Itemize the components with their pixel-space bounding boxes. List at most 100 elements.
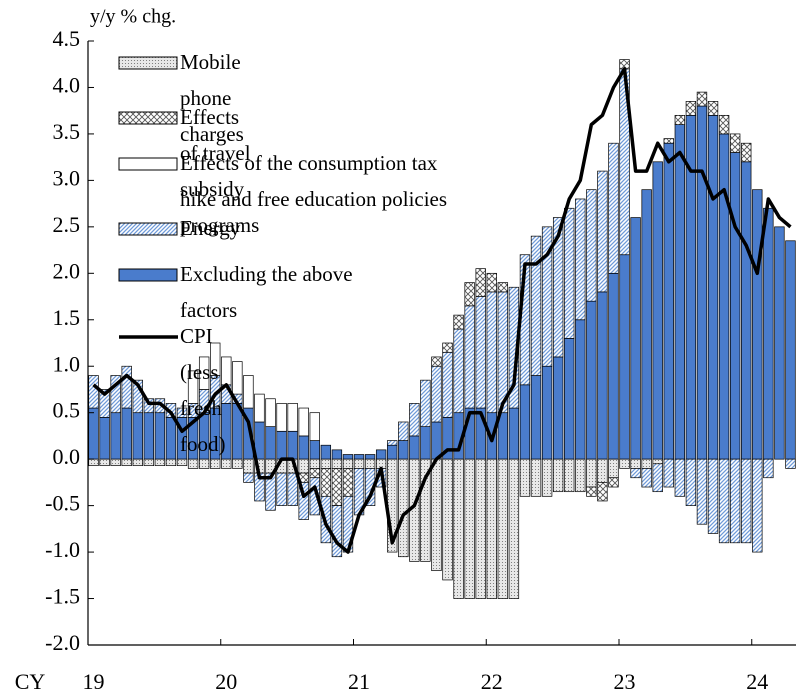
- bar-segment: [342, 468, 354, 497]
- bar-segment: [99, 458, 110, 467]
- bar-segment: [364, 458, 376, 469]
- cpi-line: [92, 67, 792, 554]
- bar-segment: [387, 440, 398, 446]
- bar-segment: [575, 458, 586, 493]
- bar-segment: [475, 296, 486, 409]
- bar-segment: [431, 365, 442, 423]
- bar-segment: [519, 384, 531, 460]
- bar-segment: [619, 458, 630, 469]
- bar-segment: [88, 407, 99, 460]
- bar-segment: [663, 142, 674, 460]
- bar-segment: [254, 393, 265, 423]
- bar-segment: [696, 91, 708, 107]
- bar-segment: [176, 458, 188, 467]
- bar-segment: [121, 365, 132, 409]
- legend-swatch: [118, 56, 178, 70]
- bar-segment: [608, 272, 619, 460]
- bar-segment: [364, 454, 376, 460]
- bar-segment: [265, 398, 276, 427]
- legend-label: CPI (less fresh food): [180, 324, 226, 456]
- bar-segment: [718, 133, 730, 460]
- bar-segment: [597, 170, 608, 293]
- bar-segment: [176, 407, 188, 418]
- legend-label: Excluding the above factors: [180, 262, 353, 322]
- bar-segment: [88, 458, 99, 467]
- bar-segment: [287, 472, 298, 506]
- bar-segment: [718, 114, 730, 135]
- x-tick-label: 20: [215, 669, 237, 694]
- y-tick-label: 4.5: [53, 26, 81, 51]
- bar-segment: [464, 458, 475, 599]
- bar-segment: [541, 458, 553, 497]
- bar-segment: [342, 458, 354, 469]
- y-tick-label: -1.0: [45, 537, 80, 562]
- swatch: [118, 268, 178, 282]
- bar-segment: [497, 282, 509, 293]
- bar-segment: [707, 101, 719, 116]
- bar-segment: [597, 482, 608, 502]
- legend-swatch: [118, 157, 178, 171]
- bar-segment: [353, 458, 365, 469]
- legend-item: Effects of the consumption tax hike and …: [118, 145, 540, 217]
- bar-segment: [431, 458, 442, 572]
- y-tick-label: 0.0: [53, 444, 81, 469]
- bar-segment: [785, 240, 796, 460]
- bar-segment: [409, 403, 420, 437]
- bar-segment: [232, 458, 243, 469]
- bar-segment: [99, 389, 110, 418]
- bar-segment: [729, 152, 741, 460]
- bar-segment: [309, 468, 320, 479]
- bar-segment: [696, 105, 708, 460]
- bar-segment: [110, 458, 121, 467]
- bar-segment: [586, 300, 597, 460]
- bar-segment: [375, 449, 387, 460]
- bar-segment: [707, 114, 719, 460]
- y-tick-label: 3.0: [53, 165, 81, 190]
- legend-label: Effects of the consumption tax hike and …: [180, 151, 448, 211]
- bar-segment: [420, 426, 431, 460]
- bar-segment: [763, 458, 774, 479]
- bar-segment: [387, 444, 398, 460]
- bar-segment: [309, 412, 320, 441]
- bar-segment: [298, 482, 309, 520]
- bar-segment: [243, 375, 254, 409]
- bar-segment: [707, 458, 719, 534]
- y-tick-label: -1.5: [45, 584, 80, 609]
- x-tick-label: 19: [83, 669, 105, 694]
- bar-segment: [519, 458, 531, 497]
- bar-segment: [652, 463, 663, 493]
- bar-segment: [586, 458, 597, 488]
- bar-segment: [287, 430, 298, 460]
- bar-segment: [741, 458, 752, 544]
- bar-segment: [320, 458, 332, 469]
- bar-segment: [309, 440, 320, 460]
- bar-segment: [630, 217, 641, 460]
- bar-segment: [265, 426, 276, 460]
- bar-segment: [752, 189, 763, 460]
- y-tick-label: -0.5: [45, 491, 80, 516]
- bar-segment: [475, 458, 486, 599]
- bar-segment: [110, 375, 121, 414]
- legend-item: Effects of travel subsidy programs: [118, 99, 259, 243]
- bar-segment: [309, 458, 320, 469]
- bar-segment: [541, 226, 553, 367]
- bar-segment: [331, 458, 343, 469]
- bar-segment: [243, 472, 254, 483]
- bar-segment: [741, 161, 752, 460]
- bar-segment: [331, 468, 343, 506]
- bar-segment: [718, 458, 730, 544]
- bar-segment: [187, 458, 199, 469]
- bar-segment: [575, 198, 586, 321]
- bar-segment: [331, 449, 343, 460]
- bar-segment: [785, 458, 796, 469]
- bar-segment: [154, 458, 166, 467]
- bar-segment: [409, 435, 420, 460]
- bar-segment: [586, 189, 597, 302]
- bars: [88, 59, 796, 599]
- bar-segment: [674, 124, 686, 460]
- y-tick-label: 2.0: [53, 258, 81, 283]
- bar-segment: [453, 328, 464, 414]
- bar-segment: [696, 458, 708, 525]
- bar-segment: [442, 351, 453, 418]
